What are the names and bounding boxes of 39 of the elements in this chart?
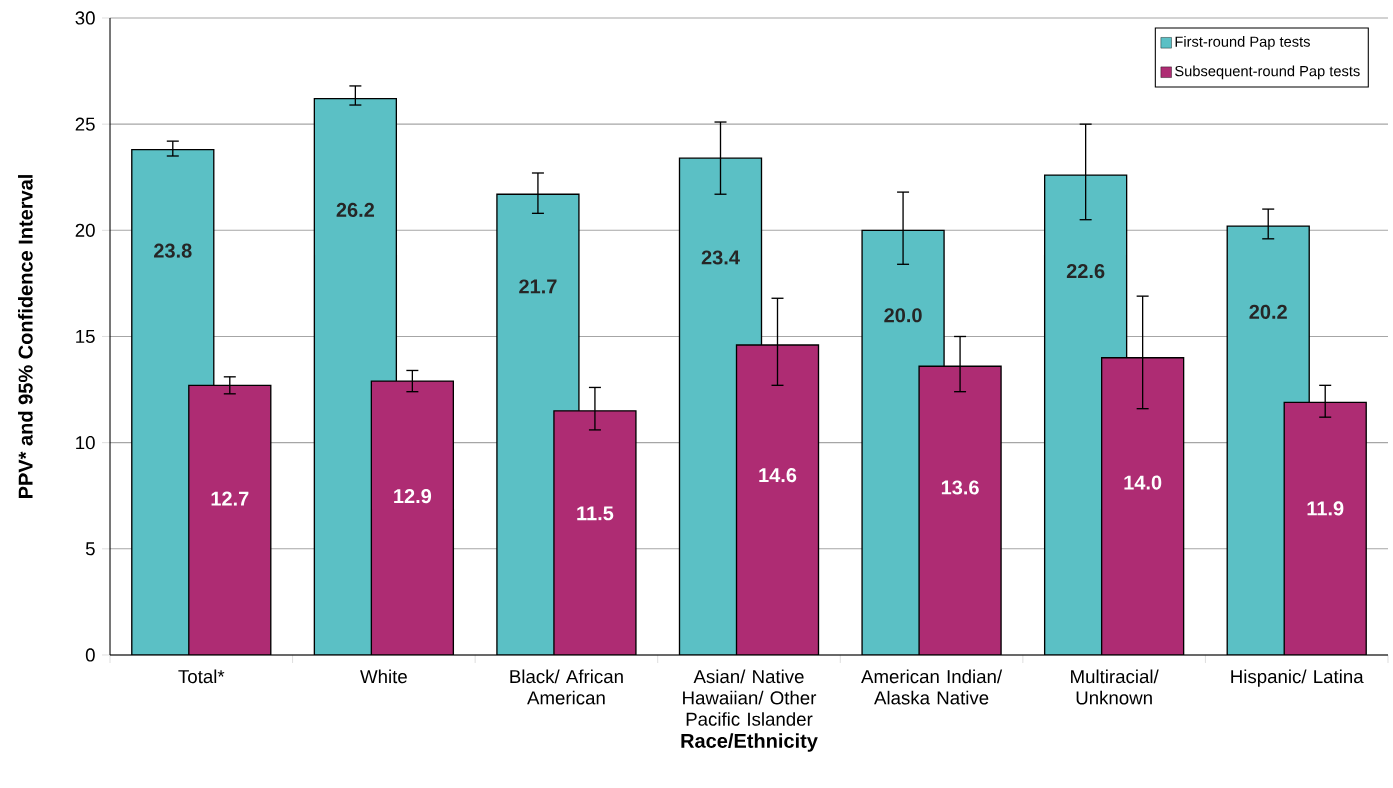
data-label: 11.5 (577, 506, 614, 521)
y-tick-label: 15 (76, 329, 95, 343)
bar (553, 410, 637, 655)
y-axis-title: PPV* and 95% Confidence Interval (18, 175, 33, 498)
data-label: 11.9 (1307, 501, 1344, 516)
y-tick-label: 5 (85, 542, 95, 556)
x-tick-label: American Indian/ Alaska Native (861, 669, 1003, 705)
bar (735, 344, 820, 655)
data-label: 21.7 (519, 279, 557, 294)
legend-label: First-round Pap tests (1175, 36, 1310, 50)
x-axis-title: Race/Ethnicity (681, 733, 818, 752)
y-tick-label: 25 (75, 117, 95, 131)
bar (1283, 401, 1367, 655)
data-label: 14.0 (1124, 475, 1162, 490)
data-label: 26.2 (336, 202, 375, 218)
x-tick-label: Asian/ Native Hawaiian/ Other Pacific Islander (683, 669, 817, 726)
bar (370, 380, 455, 655)
data-label: 13.6 (941, 480, 979, 495)
data-label: 20.0 (884, 308, 922, 323)
data-label: 14.6 (759, 468, 797, 483)
data-label: 12.7 (211, 491, 249, 506)
y-tick-label: 10 (76, 436, 95, 450)
x-tick-label: Black/ African American (510, 669, 623, 705)
data-label: 23.4 (701, 250, 740, 265)
y-tick-label: 20 (75, 223, 95, 237)
bar (188, 384, 272, 655)
legend-label: Subsequent-round Pap tests (1175, 65, 1360, 80)
x-tick-label: White (360, 669, 407, 684)
x-tick-label: Total* (178, 669, 225, 684)
data-label: 20.2 (1249, 304, 1287, 319)
bar (1100, 357, 1185, 655)
data-label: 22.6 (1066, 264, 1105, 279)
y-tick-label: 0 (85, 648, 95, 662)
x-tick-label: Multiracial/ Unknown (1071, 669, 1159, 705)
x-tick-label: Hispanic/ Latina (1231, 669, 1364, 687)
y-tick-label: 30 (75, 11, 95, 25)
data-label: 12.9 (394, 489, 432, 504)
bar (918, 365, 1002, 655)
data-label: 23.8 (154, 243, 192, 258)
